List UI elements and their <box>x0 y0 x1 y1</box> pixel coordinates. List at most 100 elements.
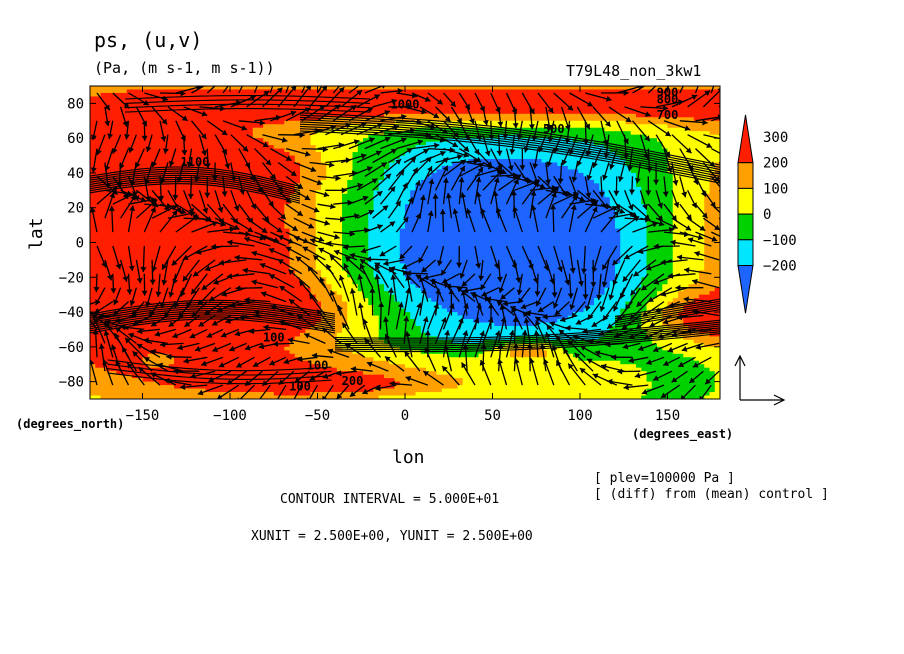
field-cell <box>499 145 506 150</box>
field-cell <box>300 221 306 226</box>
field-cell <box>258 179 264 184</box>
field-cell <box>216 131 222 136</box>
field-cell <box>714 89 720 94</box>
field-cell <box>394 110 401 115</box>
field-cell <box>326 218 333 223</box>
field-cell <box>116 172 123 178</box>
field-cell <box>399 225 406 230</box>
field-cell <box>510 165 516 171</box>
field-cell <box>420 165 427 171</box>
field-cell <box>641 193 648 198</box>
field-cell <box>604 186 611 191</box>
field-cell <box>546 176 553 181</box>
field-cell <box>310 110 317 115</box>
field-cell <box>363 162 369 167</box>
field-cell <box>452 106 459 111</box>
field-cell <box>363 204 369 209</box>
field-cell <box>525 134 532 139</box>
field-cell <box>457 169 464 174</box>
field-cell <box>583 186 590 191</box>
field-cell <box>268 214 275 219</box>
field-cell <box>588 141 595 146</box>
field-cell <box>126 228 133 233</box>
field-cell <box>168 89 175 94</box>
field-cell <box>237 120 243 125</box>
field-cell <box>552 99 558 104</box>
field-cell <box>90 228 96 233</box>
field-cell <box>389 92 396 98</box>
field-cell <box>588 86 595 91</box>
field-cell <box>609 207 616 212</box>
field-cell <box>688 152 695 157</box>
field-cell <box>562 141 569 146</box>
field-cell <box>352 117 359 122</box>
field-cell <box>216 172 222 178</box>
field-cell <box>667 113 674 118</box>
field-cell <box>289 221 296 226</box>
field-cell <box>468 207 474 212</box>
field-cell <box>273 138 280 143</box>
field-cell <box>147 162 154 167</box>
field-cell <box>399 99 406 104</box>
field-cell <box>452 86 459 91</box>
field-cell <box>252 218 259 223</box>
field-cell <box>368 169 375 174</box>
field-cell <box>678 183 684 188</box>
field-cell <box>142 204 149 209</box>
field-cell <box>342 106 348 111</box>
field-cell <box>357 165 364 171</box>
field-cell <box>90 131 96 136</box>
field-cell <box>531 159 537 164</box>
field-cell <box>252 92 259 98</box>
field-cell <box>462 176 469 181</box>
field-cell <box>126 138 133 143</box>
chart-units: (Pa, (m s-1, m s-1)) <box>94 59 275 77</box>
field-cell <box>405 204 411 209</box>
field-cell <box>609 169 616 174</box>
field-cell <box>153 152 159 157</box>
field-cell <box>588 218 595 223</box>
field-cell <box>373 99 380 104</box>
field-cell <box>683 152 690 157</box>
field-cell <box>153 117 159 122</box>
field-cell <box>646 200 653 205</box>
field-cell <box>541 162 548 167</box>
field-cell <box>258 103 264 108</box>
field-cell <box>583 113 590 118</box>
field-cell <box>399 200 406 205</box>
field-cell <box>105 141 112 146</box>
field-cell <box>630 92 637 98</box>
field-cell <box>699 162 705 167</box>
field-cell <box>578 96 585 101</box>
field-cell <box>541 155 548 160</box>
field-cell <box>557 131 564 136</box>
field-cell <box>300 176 306 181</box>
field-cell <box>126 117 133 122</box>
field-cell <box>315 106 322 111</box>
field-cell <box>142 193 149 198</box>
field-cell <box>132 124 138 129</box>
field-cell <box>557 113 564 118</box>
field-cell <box>657 120 663 125</box>
field-cell <box>147 141 154 146</box>
field-cell <box>604 106 611 111</box>
field-cell <box>289 152 296 157</box>
field-cell <box>132 89 138 94</box>
field-cell <box>168 221 175 226</box>
field-cell <box>447 218 453 223</box>
field-cell <box>221 225 228 230</box>
field-cell <box>693 117 700 122</box>
field-cell <box>636 134 642 139</box>
field-cell <box>184 176 191 181</box>
field-cell <box>525 225 532 230</box>
field-cell <box>95 86 102 91</box>
field-cell <box>630 204 637 209</box>
field-cell <box>667 193 674 198</box>
field-cell <box>373 172 380 178</box>
field-cell <box>300 179 306 184</box>
field-cell <box>436 183 443 188</box>
field-cell <box>504 211 511 216</box>
field-cell <box>116 117 123 122</box>
field-cell <box>441 200 448 205</box>
field-cell <box>263 200 270 205</box>
